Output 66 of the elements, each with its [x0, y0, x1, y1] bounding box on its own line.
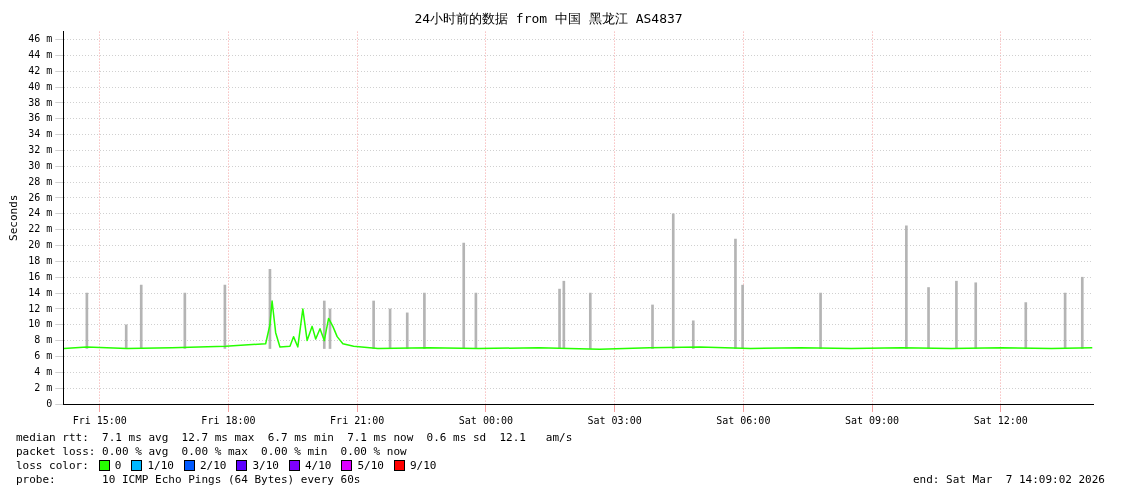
- y-tick-label: 46 m: [28, 33, 53, 45]
- bar: [558, 288, 561, 349]
- y-tick-label: 20 m: [28, 239, 53, 251]
- y-tick-label: 36 m: [28, 112, 53, 124]
- bar: [974, 282, 978, 349]
- bar: [423, 292, 426, 349]
- y-tick-label: 34 m: [28, 128, 53, 140]
- y-tick-label: 32 m: [28, 144, 53, 156]
- x-tick-label: Sat 12:00: [973, 414, 1028, 426]
- bar: [691, 320, 695, 349]
- text: probe: 10 ICMP Echo Pings (64 Bytes) every 60s: [16, 473, 361, 486]
- chart-title: 24小时前的数据 from 中国 黑龙江 AS4837: [414, 11, 683, 27]
- legend-label: 1/10: [147, 459, 174, 472]
- y-tick-label: 30 m: [28, 159, 53, 171]
- x-tick-label: Sat 03:00: [587, 414, 642, 426]
- y-tick-label: 24 m: [28, 207, 53, 219]
- y-tick-label: 42 m: [28, 64, 53, 76]
- bar: [734, 238, 737, 349]
- y-tick-label: 38 m: [28, 96, 53, 108]
- y-tick-label: 4 m: [34, 365, 53, 377]
- text: end: Sat Mar 7 14:09:02 2026: [912, 473, 1105, 486]
- bar: [955, 280, 958, 349]
- legend-title: loss color:: [16, 459, 89, 472]
- legend-label: 2/10: [199, 459, 227, 472]
- y-tick-label: 16 m: [28, 270, 53, 282]
- bar: [1024, 302, 1028, 349]
- text: median rtt: 7.1 ms avg 12.7 ms max 6.7 ms min 7.1 ms now 0.6 ms sd 12.1 am/s: [16, 431, 573, 444]
- legend-label: 4/10: [304, 459, 332, 472]
- y-tick-label: 40 m: [28, 80, 53, 92]
- bar: [905, 225, 908, 349]
- y-tick-label: 18 m: [28, 254, 53, 266]
- x-tick-label: Sat 09:00: [844, 414, 900, 426]
- bar: [139, 284, 143, 349]
- legend-label: 9/10: [409, 459, 437, 472]
- y-tick-label: 6 m: [34, 350, 53, 362]
- bar: [819, 292, 822, 349]
- y-tick-label: 12 m: [28, 302, 53, 314]
- bar: [651, 304, 654, 349]
- bar: [588, 292, 592, 349]
- legend-label: 3/10: [252, 459, 279, 472]
- bar: [741, 284, 744, 349]
- bar: [372, 300, 375, 349]
- y-tick-label: 26 m: [28, 191, 53, 203]
- y-tick-label: 8 m: [34, 334, 53, 346]
- bar: [927, 287, 930, 349]
- bar: [462, 242, 466, 349]
- y-tick-label: 22 m: [28, 223, 53, 235]
- x-tick-label: Fri 18:00: [201, 414, 256, 426]
- legend-label: 0: [114, 459, 122, 472]
- bar: [124, 324, 128, 349]
- y-tick-label: 0: [46, 397, 53, 409]
- x-tick-label: Fri 15:00: [72, 414, 127, 426]
- bar: [1080, 276, 1084, 349]
- y-tick-label: 10 m: [28, 318, 53, 330]
- x-tick-label: Fri 21:00: [330, 414, 385, 426]
- y-tick-label: 2 m: [34, 381, 53, 393]
- x-tick-label: Sat 06:00: [716, 414, 771, 426]
- y-tick-label: 28 m: [28, 175, 53, 187]
- y-tick-label: 44 m: [28, 48, 53, 60]
- y-axis-title: Seconds: [7, 194, 21, 241]
- legend-label: 5/10: [357, 459, 384, 472]
- bar: [405, 312, 409, 349]
- bar: [671, 213, 675, 349]
- x-tick-label: Sat 00:00: [458, 414, 513, 426]
- y-tick-label: 14 m: [28, 286, 53, 298]
- text: packet loss: 0.00 % avg 0.00 % max 0.00 % min 0.00 % now: [16, 445, 407, 458]
